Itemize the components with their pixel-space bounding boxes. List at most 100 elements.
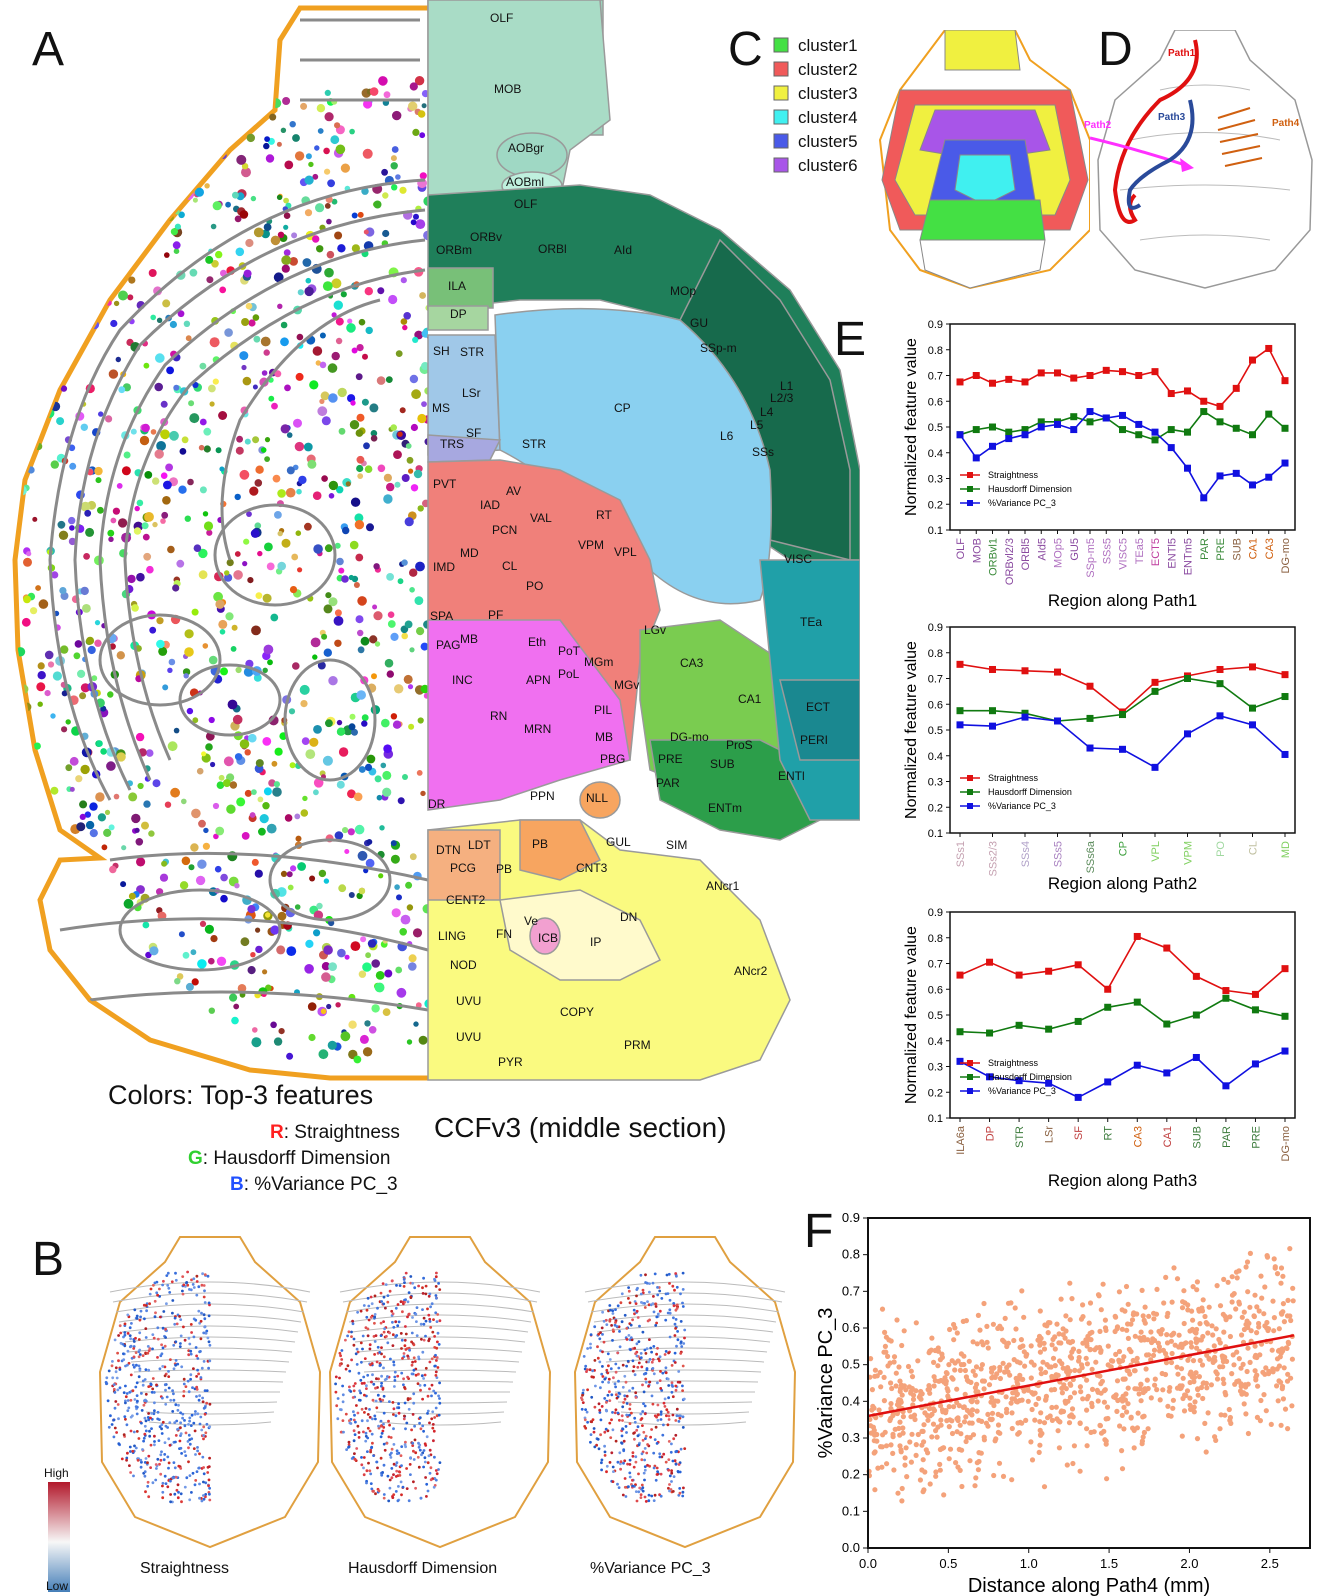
scatter-point	[1171, 1330, 1177, 1336]
map-dot	[368, 1415, 372, 1419]
map-dot	[664, 1318, 668, 1322]
map-dot	[413, 1438, 417, 1442]
series-marker	[1222, 994, 1230, 1002]
atlas-region-label: PVT	[433, 477, 457, 491]
map-dot	[166, 1271, 170, 1275]
legend-label-cluster3: cluster3	[798, 84, 858, 103]
scatter-point	[1245, 1345, 1251, 1351]
map-dot	[359, 1391, 362, 1395]
map-dot	[419, 1496, 423, 1500]
neuron-dot	[270, 1021, 277, 1029]
scatter-point	[1037, 1308, 1043, 1314]
scatter-point	[1014, 1379, 1020, 1385]
scatter-point	[869, 1387, 875, 1393]
scatter-point	[894, 1402, 901, 1408]
map-dot	[646, 1443, 649, 1446]
x-tick-label: LSr	[1044, 1126, 1056, 1143]
neuron-dot	[215, 250, 223, 259]
map-dot	[407, 1499, 411, 1503]
map-dot	[150, 1390, 154, 1394]
neuron-dot	[386, 482, 395, 492]
neuron-dot	[207, 136, 216, 145]
neuron-dot	[159, 873, 169, 882]
series-marker	[1184, 464, 1191, 472]
map-dot	[115, 1376, 119, 1380]
scatter-point	[946, 1362, 952, 1368]
scatter-point	[1119, 1307, 1125, 1313]
map-dot	[377, 1424, 380, 1428]
neuron-dot	[209, 401, 215, 407]
map-dot	[161, 1396, 164, 1400]
series-marker	[1184, 387, 1191, 395]
map-dot	[644, 1377, 648, 1381]
map-dot	[414, 1486, 417, 1490]
scatter-point	[917, 1477, 923, 1483]
map-dot	[438, 1461, 442, 1464]
map-dot	[132, 1430, 136, 1434]
map-dot	[372, 1382, 376, 1386]
neuron-dot	[87, 645, 96, 655]
neuron-dot	[197, 859, 207, 869]
neuron-dot	[370, 430, 378, 437]
neuron-dot	[292, 134, 300, 142]
scatter-point	[1238, 1365, 1244, 1371]
scatter-point	[1252, 1292, 1258, 1298]
scatter-point	[1084, 1407, 1090, 1413]
map-dot	[422, 1338, 426, 1342]
map-dot	[598, 1360, 602, 1364]
neuron-dot	[107, 529, 115, 537]
map-dot	[433, 1477, 437, 1480]
map-dot	[597, 1447, 601, 1451]
neuron-dot	[97, 506, 104, 514]
map-dot	[382, 1355, 386, 1359]
atlas-region-label: TRS	[440, 437, 464, 451]
map-dot	[346, 1334, 349, 1338]
map-dot	[153, 1315, 157, 1319]
map-dot	[589, 1346, 592, 1350]
map-dot	[149, 1443, 153, 1447]
map-dot	[614, 1362, 618, 1366]
x-tick-label: VPM	[1183, 841, 1195, 865]
map-dot	[622, 1461, 625, 1465]
map-dot	[334, 1390, 338, 1394]
map-dot	[417, 1372, 420, 1376]
neuron-dot	[251, 789, 257, 795]
neuron-dot	[232, 714, 243, 725]
neuron-dot	[104, 809, 111, 816]
scatter-point	[1029, 1457, 1036, 1463]
neuron-dot	[347, 828, 355, 836]
map-dot	[654, 1324, 658, 1327]
map-dot	[191, 1471, 195, 1475]
map-dot	[199, 1376, 203, 1379]
map-dot	[420, 1374, 424, 1378]
neuron-dot	[289, 762, 296, 769]
map-dot	[118, 1324, 122, 1328]
map-dot	[659, 1413, 663, 1416]
neuron-dot	[386, 573, 394, 581]
map-dot	[434, 1374, 438, 1377]
scatter-point	[1049, 1342, 1055, 1348]
map-dot	[636, 1286, 639, 1290]
neuron-dot	[264, 136, 270, 143]
atlas-region-label: PF	[488, 608, 503, 622]
map-dot	[377, 1377, 380, 1381]
map-dot	[118, 1386, 122, 1390]
neuron-dot	[202, 643, 209, 649]
map-dot	[672, 1304, 676, 1308]
scatter-point	[1280, 1396, 1286, 1402]
y-tick-label: 0.1	[928, 828, 943, 840]
neuron-dot	[128, 892, 136, 900]
series-marker	[1104, 985, 1112, 993]
map-dot	[664, 1460, 668, 1464]
neuron-dot	[338, 747, 349, 757]
neuron-dot	[82, 604, 91, 613]
map-dot	[146, 1351, 150, 1355]
scatter-point	[1000, 1360, 1006, 1366]
neuron-dot	[113, 793, 120, 800]
path1-line	[1112, 39, 1199, 224]
series-marker	[1015, 1021, 1023, 1029]
scatter-point	[1038, 1410, 1044, 1416]
map-dot	[365, 1481, 368, 1485]
map-dot	[198, 1482, 201, 1486]
neuron-dot	[369, 403, 379, 413]
